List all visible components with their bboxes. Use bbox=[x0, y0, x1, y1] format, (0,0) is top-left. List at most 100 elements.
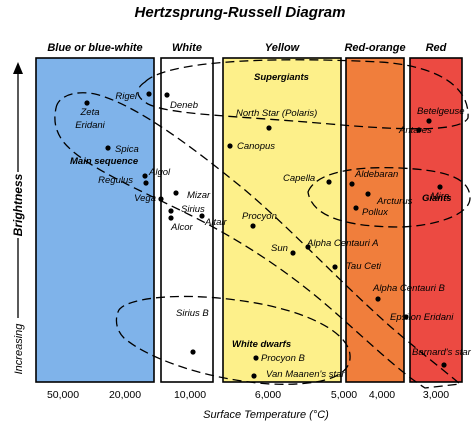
y-axis: Brightness Increasing bbox=[8, 62, 28, 380]
white-dwarfs-outline bbox=[115, 295, 351, 385]
band-label-blue: Blue or blue-white bbox=[47, 42, 142, 54]
star-dot bbox=[84, 100, 90, 106]
star-dot bbox=[266, 125, 272, 131]
region-label-main-sequence: Main sequence bbox=[70, 156, 139, 167]
star-regulus: Regulus bbox=[98, 175, 149, 186]
star-dot bbox=[441, 362, 447, 368]
star-dot bbox=[199, 213, 205, 219]
star-aldebaran: Aldebaran bbox=[349, 169, 398, 187]
region-label-white-dwarfs: White dwarfs bbox=[232, 339, 291, 350]
y-axis-sublabel: Increasing bbox=[13, 323, 25, 375]
x-ticks: 50,000 20,000 10,000 6,000 5,000 4,000 3… bbox=[47, 389, 449, 401]
star-label: Tau Ceti bbox=[346, 261, 382, 272]
star-dot bbox=[158, 196, 164, 202]
star-altair: Altair bbox=[199, 213, 227, 228]
star-dot bbox=[365, 191, 371, 197]
star-label: Antares bbox=[398, 125, 432, 136]
x-tick-label: 10,000 bbox=[174, 389, 206, 401]
star-sirius: Sirius bbox=[168, 204, 205, 215]
star-procyon: Procyon bbox=[242, 211, 277, 229]
stars-layer: Zeta Eridani Rigel Deneb Spica Regulus Algol Ve… bbox=[75, 91, 471, 380]
band-blue bbox=[35, 57, 155, 383]
star-label: Capella bbox=[283, 173, 315, 184]
star-label: Procyon B bbox=[261, 353, 305, 364]
y-axis-arrowhead bbox=[13, 62, 23, 74]
y-axis-sublabel-bg bbox=[8, 318, 28, 380]
star-algol: Algol bbox=[142, 167, 171, 179]
star-label: Pollux bbox=[362, 207, 389, 218]
star-dot bbox=[142, 173, 148, 179]
star-dot bbox=[353, 205, 359, 211]
supergiants-outline bbox=[137, 59, 469, 130]
x-axis-label: Surface Temperature (°C) bbox=[203, 409, 329, 421]
star-dot bbox=[250, 223, 256, 229]
star-alpha-centauri-b: Alpha Centauri B bbox=[372, 283, 445, 302]
band-label-white: White bbox=[172, 42, 202, 54]
star-dot bbox=[403, 314, 409, 320]
region-outlines bbox=[54, 59, 471, 389]
star-arcturus: Arcturus bbox=[365, 191, 413, 207]
star-van-maanen-s-star: Van Maanen's star bbox=[251, 369, 345, 380]
color-bands bbox=[35, 57, 463, 383]
star-label: Sun bbox=[271, 243, 288, 254]
star-dot bbox=[375, 296, 381, 302]
star-label: Barnard's star bbox=[412, 347, 472, 358]
band-red bbox=[409, 57, 463, 383]
star-alcor: Alcor bbox=[168, 215, 193, 233]
star-sirius-b: Sirius B bbox=[176, 308, 209, 355]
star-dot bbox=[416, 127, 422, 133]
star-epsilon-eridani: Epsilon Eridani bbox=[390, 312, 454, 323]
star-label: Aldebaran bbox=[354, 169, 398, 180]
x-tick-label: 6,000 bbox=[255, 389, 281, 401]
star-label: North Star (Polaris) bbox=[236, 108, 317, 119]
star-label: Arcturus bbox=[376, 196, 413, 207]
star-dot bbox=[168, 215, 174, 221]
star-dot bbox=[253, 355, 259, 361]
star-sun: Sun bbox=[271, 243, 296, 256]
band-label-red-orange: Red-orange bbox=[344, 42, 405, 54]
star-alpha-centauri-a: Alpha Centauri A bbox=[305, 238, 378, 250]
star-antares: Antares bbox=[398, 125, 432, 136]
star-north-star-polaris: North Star (Polaris) bbox=[236, 108, 317, 131]
chart-title: Hertzsprung-Russell Diagram bbox=[135, 4, 346, 21]
star-label: Sirius bbox=[181, 204, 205, 215]
star-dot bbox=[168, 208, 174, 214]
x-tick-label: 5,000 bbox=[331, 389, 357, 401]
star-dot bbox=[326, 179, 332, 185]
band-yellow bbox=[222, 57, 342, 383]
x-tick-label: 4,000 bbox=[369, 389, 395, 401]
star-procyon-b: Procyon B bbox=[253, 353, 305, 364]
star-dot bbox=[105, 145, 111, 151]
y-axis-label: Brightness bbox=[11, 173, 25, 236]
star-label: Mizar bbox=[187, 190, 211, 201]
star-label: Procyon bbox=[242, 211, 277, 222]
x-tick-label: 3,000 bbox=[423, 389, 449, 401]
star-barnard-s-star: Barnard's star bbox=[412, 347, 472, 368]
star-label: Deneb bbox=[170, 100, 198, 111]
star-label: Mira bbox=[431, 191, 449, 202]
star-mira: Mira bbox=[431, 184, 449, 202]
star-label: Alcor bbox=[170, 222, 193, 233]
star-dot bbox=[349, 181, 355, 187]
star-dot bbox=[227, 143, 233, 149]
star-label: Rigel bbox=[115, 91, 138, 102]
star-dot bbox=[437, 184, 443, 190]
star-label: Spica bbox=[115, 144, 139, 155]
star-capella: Capella bbox=[283, 173, 332, 185]
x-tick-label: 50,000 bbox=[47, 389, 79, 401]
star-dot bbox=[164, 92, 170, 98]
star-pollux: Pollux bbox=[353, 205, 389, 218]
region-label-giants: Giants bbox=[422, 193, 452, 204]
main-sequence-outline bbox=[54, 92, 462, 389]
star-label: Vega bbox=[134, 193, 156, 204]
band-red-orange bbox=[345, 57, 405, 383]
star-label: Van Maanen's star bbox=[266, 369, 345, 380]
star-label: Alpha Centauri B bbox=[372, 283, 445, 294]
star-label: Epsilon Eridani bbox=[390, 312, 454, 323]
star-label: Betelgeuse bbox=[417, 106, 465, 117]
star-label: Regulus bbox=[98, 175, 133, 186]
star-canopus: Canopus bbox=[227, 141, 275, 152]
giants-outline bbox=[307, 167, 471, 228]
star-mizar: Mizar bbox=[173, 190, 211, 201]
star-betelgeuse: Betelgeuse bbox=[417, 106, 465, 124]
